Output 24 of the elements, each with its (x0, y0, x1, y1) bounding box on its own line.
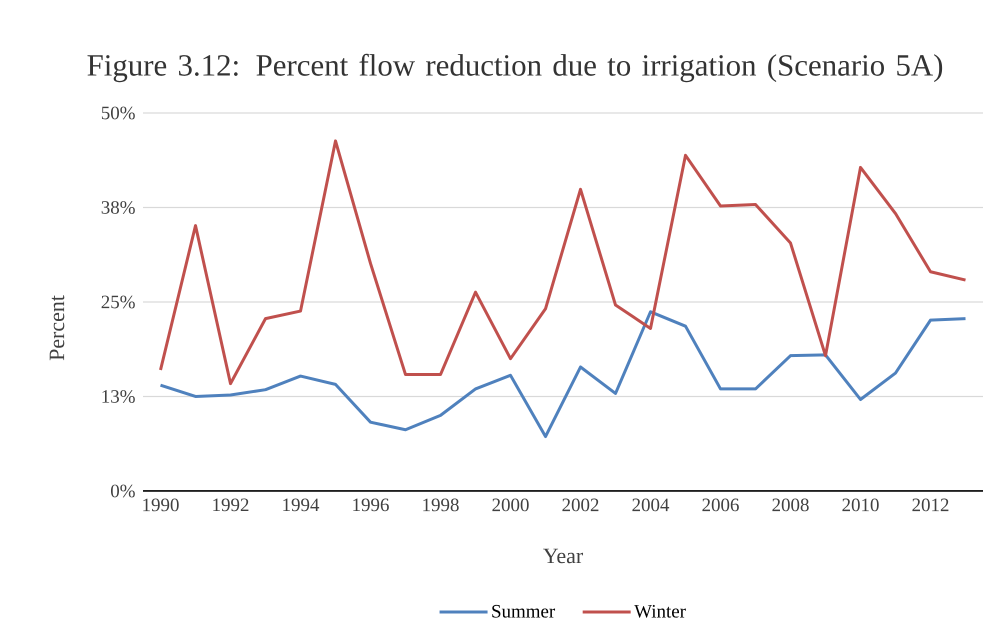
y-axis-title: Percent (50, 295, 64, 360)
x-tick-label: 1998 (423, 498, 459, 512)
x-tick-label: 1996 (353, 498, 389, 512)
x-tick-label: 2008 (772, 498, 809, 512)
legend-label: Summer (492, 604, 556, 618)
x-tick-label: 2010 (842, 498, 879, 512)
y-tick-label: 25% (102, 296, 135, 308)
x-tick-label: 1992 (213, 498, 248, 512)
y-tick-label: 13% (102, 390, 135, 403)
x-tick-label: 2002 (562, 498, 598, 512)
x-tick-label: 2004 (632, 498, 670, 512)
y-tick-label: 0% (110, 484, 135, 498)
legend-label: Winter (634, 604, 686, 618)
y-tick-label: 50% (102, 106, 135, 120)
x-tick-label: 2000 (492, 498, 529, 512)
x-axis-title: Year (543, 548, 584, 564)
x-tick-label: 2012 (912, 498, 948, 512)
x-tick-label: 2006 (702, 498, 739, 512)
line-series (159, 139, 968, 386)
y-tick-label: 38% (102, 201, 135, 214)
x-tick-label: 1994 (283, 498, 320, 512)
chart-title: Figure 3.12: Percent flow reduction due to irrigation (Scenario 5A) (87, 54, 942, 82)
line-series (159, 310, 968, 438)
x-tick-label: 1990 (143, 498, 179, 512)
